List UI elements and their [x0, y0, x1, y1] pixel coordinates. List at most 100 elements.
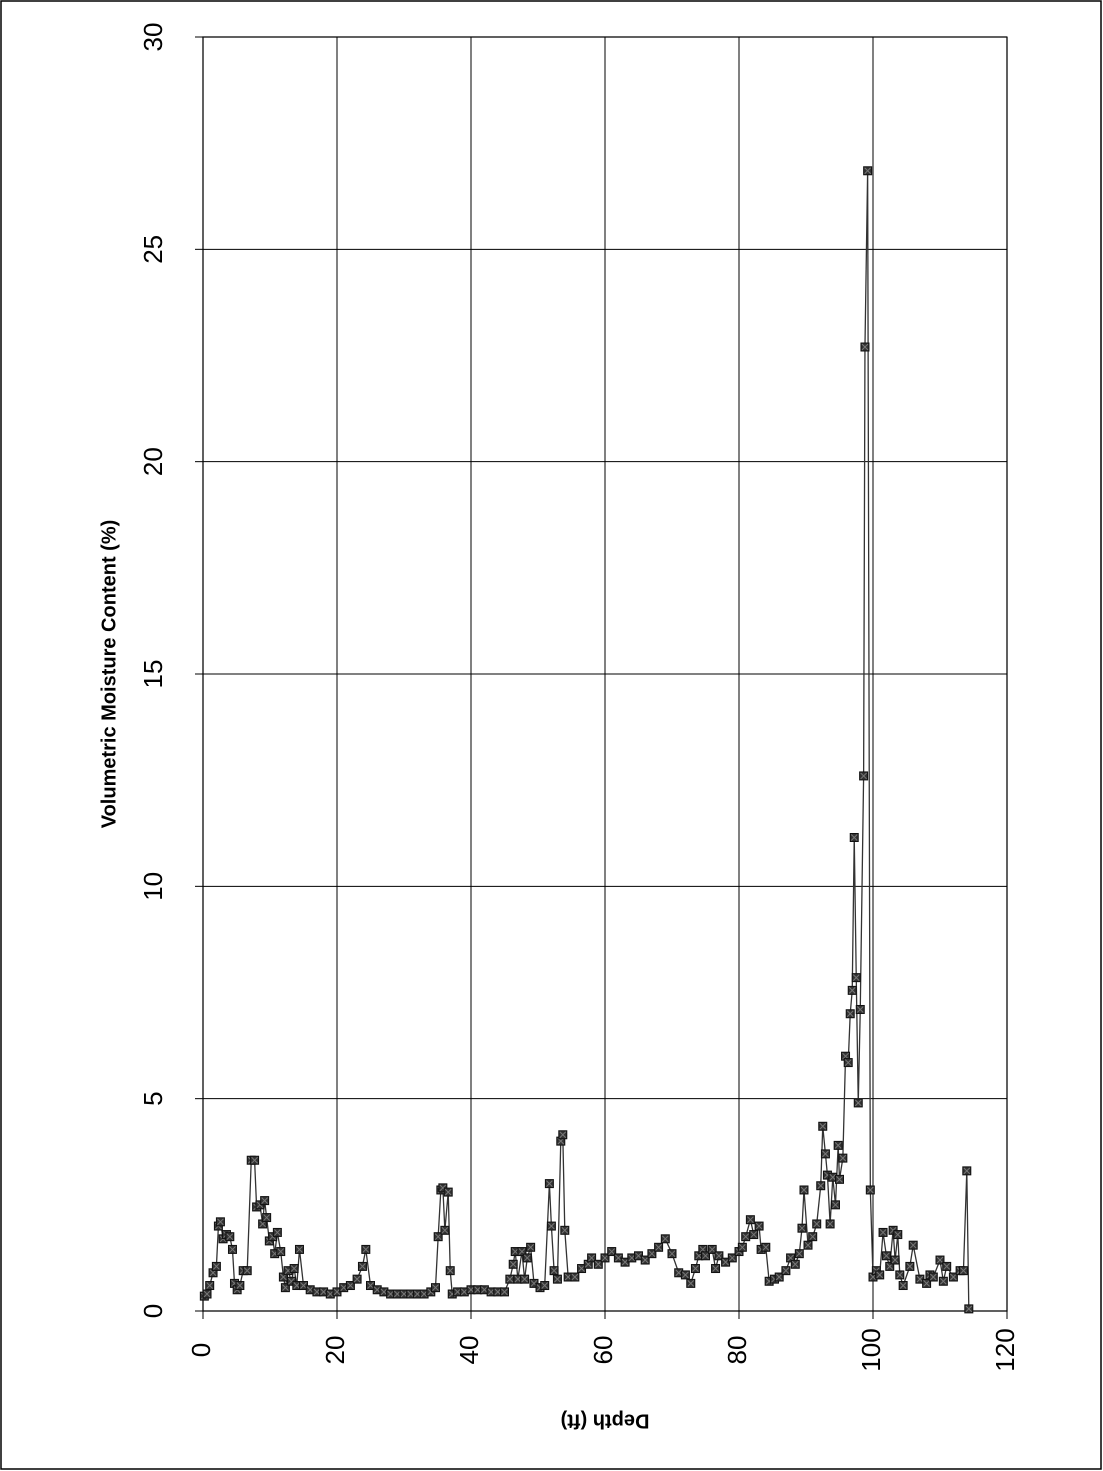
data-point [774, 1272, 784, 1282]
data-point [276, 1247, 286, 1257]
data-point [345, 1281, 355, 1291]
data-point [754, 1221, 764, 1231]
data-point [430, 1283, 440, 1293]
data-point [812, 1219, 822, 1229]
data-point [843, 1058, 853, 1068]
data-point [522, 1253, 532, 1263]
data-point [905, 1261, 915, 1271]
x-axis-title: Depth (ft) [561, 1410, 650, 1432]
data-point [799, 1185, 809, 1195]
y-tick-label: 25 [138, 235, 168, 264]
data-point [860, 342, 870, 352]
data-point [570, 1272, 580, 1282]
data-point [250, 1155, 260, 1165]
data-point [587, 1253, 597, 1263]
data-point [505, 1274, 515, 1284]
data-point [607, 1247, 617, 1257]
data-point [205, 1281, 215, 1291]
data-point [202, 1289, 212, 1299]
data-point [558, 1130, 568, 1140]
data-point [227, 1244, 237, 1254]
x-tick-label: 120 [990, 1328, 1020, 1371]
data-point [942, 1261, 952, 1271]
data-point [790, 1259, 800, 1269]
data-point [272, 1227, 282, 1237]
data-point [242, 1266, 252, 1276]
data-point [958, 1266, 968, 1276]
data-point [851, 973, 861, 983]
data-point [640, 1255, 650, 1265]
data-point [761, 1242, 771, 1252]
data-point [964, 1304, 974, 1314]
x-tick-label: 40 [454, 1336, 484, 1365]
data-point [225, 1232, 235, 1242]
x-tick-label: 80 [722, 1336, 752, 1365]
data-point [962, 1166, 972, 1176]
data-point [808, 1232, 818, 1242]
data-point [745, 1215, 755, 1225]
data-point [847, 985, 857, 995]
data-point [235, 1281, 245, 1291]
data-point [600, 1253, 610, 1263]
data-point [486, 1287, 496, 1297]
data-point [938, 1276, 948, 1286]
data-point [898, 1281, 908, 1291]
data-point [549, 1266, 559, 1276]
data-point [508, 1259, 518, 1269]
y-tick-label: 20 [138, 447, 168, 476]
data-point [544, 1179, 554, 1189]
data-point [781, 1266, 791, 1276]
data-point [890, 1255, 900, 1265]
data-point [262, 1213, 272, 1223]
data-point [211, 1261, 221, 1271]
data-point [361, 1244, 371, 1254]
data-point [794, 1249, 804, 1259]
data-point [289, 1264, 299, 1274]
data-point [433, 1232, 443, 1242]
data-point [546, 1221, 556, 1231]
data-point [859, 771, 869, 781]
data-point [875, 1270, 885, 1280]
y-tick-label: 30 [138, 23, 168, 52]
x-tick-label: 100 [856, 1328, 886, 1371]
x-tick-label: 0 [186, 1343, 216, 1357]
data-point [825, 1219, 835, 1229]
data-point [893, 1230, 903, 1240]
data-point [686, 1278, 696, 1288]
data-point [849, 832, 859, 842]
data-point [830, 1200, 840, 1210]
data-point [500, 1287, 509, 1297]
data-point [552, 1274, 562, 1284]
y-tick-label: 15 [138, 660, 168, 689]
data-point [540, 1281, 550, 1291]
data-point [863, 166, 873, 176]
data-point [908, 1240, 918, 1250]
y-axis-title: Volumetric Moisture Content (%) [98, 520, 120, 829]
data-point [654, 1242, 664, 1252]
data-point [818, 1121, 828, 1131]
data-point [749, 1230, 759, 1240]
data-point [935, 1255, 945, 1265]
data-point [526, 1242, 536, 1252]
data-point [853, 1098, 863, 1108]
data-point [560, 1225, 570, 1235]
data-point [845, 1009, 855, 1019]
data-point [797, 1223, 807, 1233]
data-point [680, 1270, 690, 1280]
data-point [332, 1287, 342, 1297]
data-point [816, 1181, 826, 1191]
data-point [660, 1234, 670, 1244]
data-point [707, 1244, 717, 1254]
data-point [865, 1185, 875, 1195]
data-point [711, 1264, 721, 1274]
data-point [294, 1244, 304, 1254]
data-point [855, 1004, 865, 1014]
data-point [260, 1196, 270, 1206]
data-point [352, 1274, 362, 1284]
y-tick-label: 0 [138, 1304, 168, 1318]
data-point [878, 1227, 888, 1237]
data-point [948, 1272, 958, 1282]
x-tick-label: 20 [320, 1336, 350, 1365]
data-point [215, 1217, 225, 1227]
data-point [372, 1285, 382, 1295]
